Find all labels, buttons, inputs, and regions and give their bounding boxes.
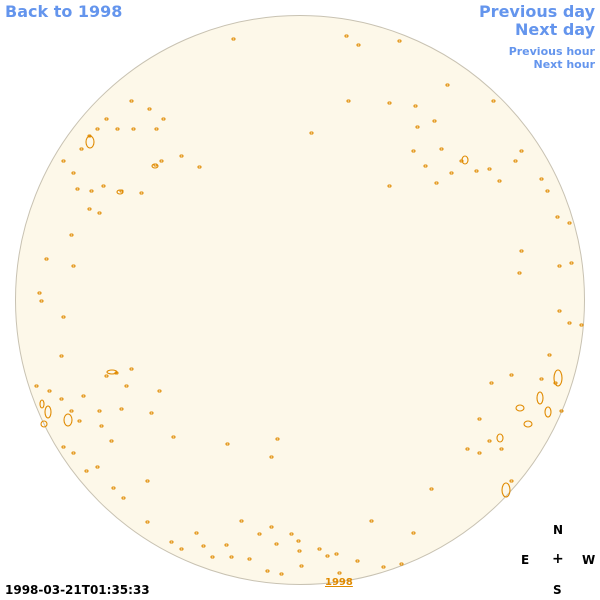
next-day-link[interactable]: Next day xyxy=(515,20,595,39)
compass-west-label: W xyxy=(582,553,596,567)
year-link[interactable]: 1998 xyxy=(325,577,353,588)
compass-south-label: S xyxy=(553,583,562,597)
compass-center-cross: + xyxy=(552,551,564,567)
next-hour-link[interactable]: Next hour xyxy=(533,58,596,71)
solar-disk-image xyxy=(15,15,585,585)
compass-north-label: N xyxy=(553,523,564,537)
previous-hour-link[interactable]: Previous hour xyxy=(508,45,595,58)
compass-east-label: E xyxy=(521,553,530,567)
previous-day-link[interactable]: Previous day xyxy=(478,2,595,21)
back-to-year-link[interactable]: Back to 1998 xyxy=(5,2,123,21)
observation-timestamp: 1998-03-21T01:35:33 xyxy=(5,583,150,597)
